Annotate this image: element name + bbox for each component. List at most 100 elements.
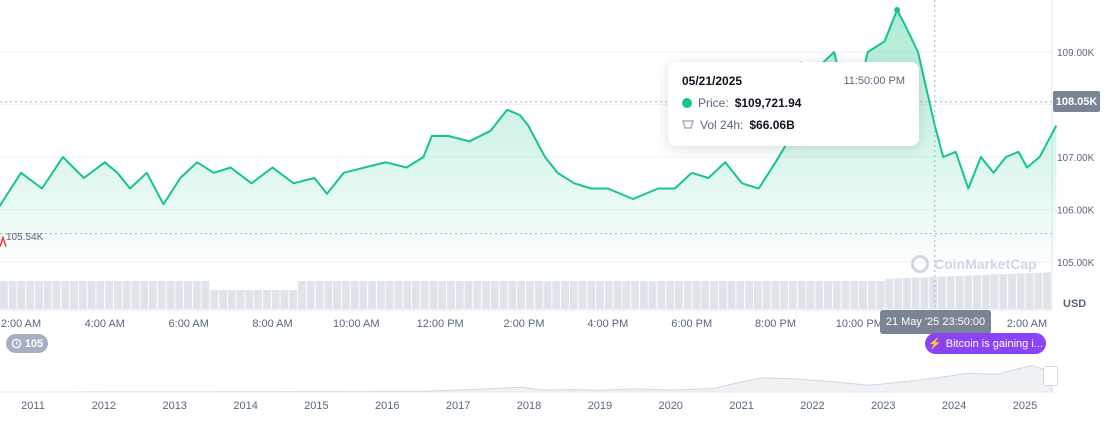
volume-bar: [455, 281, 464, 309]
tooltip-volume-row: Vol 24h: $66.06B: [682, 118, 795, 132]
overview-year-label: 2020: [658, 400, 682, 412]
volume-bar: [675, 281, 683, 309]
volume-bar: [762, 281, 771, 309]
volume-bar: [263, 290, 271, 309]
volume-bar: [315, 281, 324, 309]
volume-bar: [745, 281, 753, 309]
x-tick-label: 2:00 AM: [1, 318, 41, 330]
price-area-fill: [0, 10, 1057, 262]
volume-bar: [841, 281, 850, 309]
volume-bar: [131, 281, 140, 309]
price-area: [0, 9, 1058, 262]
tooltip-price-value: $109,721.94: [734, 96, 802, 110]
volume-bar: [815, 281, 824, 309]
volume-bar: [578, 281, 587, 309]
overview-navigator[interactable]: 2011 2012 2013 2014 2015 2016 2017 2018 2019 2020…: [0, 356, 1053, 412]
overview-year-label: 2025: [1013, 400, 1037, 412]
volume-bar: [552, 281, 561, 309]
peak-point: [894, 7, 901, 13]
volume-bar: [534, 281, 543, 309]
volume-bar: [0, 281, 8, 309]
y-tick-label: 106.00K: [1057, 206, 1095, 217]
volume-icon: [682, 120, 694, 129]
news-badge[interactable]: ⚡ Bitcoin is gaining i...: [925, 333, 1046, 354]
volume-bar: [657, 281, 666, 309]
volume-bar: [105, 281, 113, 309]
tooltip-volume-label: Vol 24h:: [700, 118, 744, 132]
x-tick-label: 6:00 PM: [671, 318, 712, 330]
volume-bar: [114, 281, 122, 309]
volume-bar: [333, 281, 341, 309]
overview-year-label: 2013: [162, 400, 186, 412]
volume-bar: [78, 281, 87, 309]
volume-bar: [394, 281, 403, 309]
overview-drag-handle[interactable]: [1043, 366, 1058, 386]
baseline-marker: [0, 235, 7, 247]
overview-year-label: 2017: [446, 400, 470, 412]
volume-bar: [780, 281, 788, 309]
overview-year-label: 2019: [588, 400, 612, 412]
tooltip-date: 05/21/2025: [682, 74, 743, 88]
volume-bar: [666, 281, 675, 309]
tooltip-time: 11:50:00 PM: [843, 75, 905, 87]
volume-bar: [70, 281, 78, 309]
tooltip-price-label: Price:: [698, 96, 729, 110]
overview-year-label: 2015: [304, 400, 328, 412]
volume-bar: [219, 290, 227, 309]
x-tick-label: 10:00 AM: [333, 318, 379, 330]
volume-bar: [736, 281, 745, 309]
volume-bar: [149, 281, 157, 309]
lightning-icon: ⚡: [928, 338, 942, 350]
volume-bar: [1008, 273, 1016, 310]
volume-bar: [35, 281, 43, 309]
overview-year-label: 2023: [871, 400, 895, 412]
clock-icon: [11, 338, 22, 349]
overview-year-label: 2021: [729, 400, 753, 412]
volume-bar: [157, 281, 166, 309]
volume-bar: [175, 281, 184, 309]
overview-year-label: 2024: [942, 400, 966, 412]
volume-bar: [824, 281, 832, 309]
volume-bar: [140, 281, 149, 309]
watermark-text: CoinMarketCap: [934, 256, 1037, 272]
volume-bar: [271, 290, 280, 309]
volume-bar: [569, 281, 578, 309]
coinmarketcap-logo-icon: [911, 255, 929, 273]
events-count: 105: [24, 337, 44, 350]
volume-bar: [964, 275, 973, 309]
overview-year-label: 2022: [800, 400, 824, 412]
volume-bar: [438, 281, 447, 309]
x-tick-label: 4:00 AM: [85, 318, 125, 330]
x-tick-label: 4:00 PM: [587, 318, 628, 330]
volume-bar: [166, 281, 175, 309]
crosshair-time-badge: 21 May '25 23:50:00: [880, 310, 991, 334]
volume-bar: [753, 281, 762, 309]
events-badge[interactable]: 105: [6, 334, 48, 353]
volume-bar: [850, 281, 859, 309]
volume-bar: [718, 281, 727, 309]
y-tick-label: 105.00K: [1057, 258, 1095, 269]
x-tick-label: 6:00 AM: [169, 318, 209, 330]
baseline-price-label: 105.54K: [6, 232, 44, 243]
volume-bar: [280, 290, 289, 309]
y-tick-label: 109.00K: [1057, 48, 1095, 59]
volume-bar: [517, 281, 525, 309]
volume-bar: [622, 281, 631, 309]
volume-bar: [184, 281, 192, 309]
overview-year-label: 2018: [517, 400, 541, 412]
volume-bar: [692, 281, 701, 309]
news-badge-label: Bitcoin is gaining i...: [945, 337, 1043, 350]
volume-bars: [0, 272, 1051, 310]
x-axis: 2:00 AM 4:00 AM 6:00 AM 8:00 AM 10:00 AM 12:0…: [1, 318, 1047, 330]
volume-bar: [911, 277, 920, 309]
volume-bar: [710, 281, 718, 309]
volume-bar: [981, 274, 990, 309]
watermark: CoinMarketCap: [911, 255, 1037, 273]
volume-bar: [797, 281, 806, 309]
x-tick-label: 10:00 PM: [836, 318, 883, 330]
volume-bar: [929, 276, 938, 309]
volume-bar: [245, 290, 254, 309]
x-tick-label: 2:00 PM: [504, 318, 545, 330]
